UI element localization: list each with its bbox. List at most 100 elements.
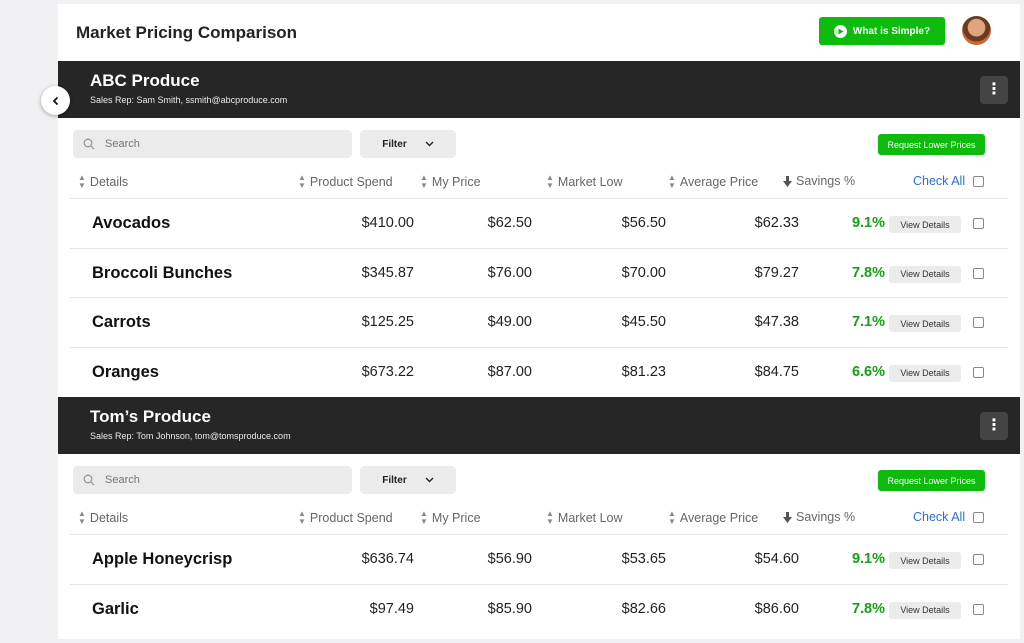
- row-checkbox[interactable]: [973, 218, 984, 229]
- product-spend-value: $125.25: [361, 314, 414, 330]
- sort-icon: ▲ ▼: [298, 173, 306, 190]
- product-name: Avocados: [92, 214, 171, 232]
- col-product-spend[interactable]: ▲ ▼ Product Spend: [298, 509, 393, 526]
- col-product-spend[interactable]: ▲ ▼ Product Spend: [298, 173, 393, 190]
- col-my-price[interactable]: ▲ ▼ My Price: [420, 173, 481, 190]
- sort-icon: ▲ ▼: [668, 173, 676, 190]
- savings-value: 7.8%: [851, 264, 885, 281]
- table-row: Avocados $410.00 $62.50 $56.50 $62.33 9.…: [70, 199, 1008, 249]
- savings-value: 6.6%: [851, 363, 885, 380]
- check-all-link[interactable]: Check All: [913, 174, 966, 188]
- my-price-value: $62.50: [487, 215, 532, 231]
- sort-down-icon: [783, 511, 792, 523]
- view-details-button[interactable]: View Details: [889, 552, 961, 569]
- savings-value: 7.1%: [851, 314, 885, 330]
- filter-dropdown[interactable]: Filter: [360, 466, 456, 494]
- market-low-value: $70.00: [621, 264, 666, 281]
- search-icon: [83, 474, 95, 486]
- market-low-value: $56.50: [621, 215, 666, 231]
- col-average-price[interactable]: ▲ ▼ Average Price: [668, 509, 759, 526]
- vendor-sales-rep: Sales Rep: Sam Smith, ssmith@abcproduce.…: [90, 95, 288, 105]
- app-frame: Market Pricing Comparison What is Simple…: [58, 4, 1020, 639]
- product-spend-value: $97.49: [369, 600, 414, 617]
- play-icon: [833, 24, 847, 38]
- view-details-button[interactable]: View Details: [889, 216, 961, 233]
- sort-icon: ▲ ▼: [420, 173, 428, 190]
- col-market-low[interactable]: ▲ ▼ Market Low: [546, 509, 623, 526]
- back-button[interactable]: [41, 86, 70, 115]
- chevron-down-icon: [425, 141, 434, 147]
- check-all-checkbox[interactable]: [973, 176, 984, 187]
- sort-icon: ▲ ▼: [546, 509, 554, 526]
- top-bar: Market Pricing Comparison What is Simple…: [58, 4, 1020, 61]
- check-all-link[interactable]: Check All: [913, 510, 966, 524]
- row-checkbox[interactable]: [973, 366, 984, 378]
- table-row: Apple Honeycrisp $636.74 $56.90 $53.65 $…: [70, 535, 1008, 585]
- product-spend-value: $636.74: [361, 551, 414, 567]
- request-lower-prices-button[interactable]: Request Lower Prices: [878, 134, 985, 155]
- col-my-price[interactable]: ▲ ▼ My Price: [420, 509, 481, 526]
- product-spend-value: $673.22: [361, 363, 414, 380]
- average-price-value: $79.27: [754, 264, 799, 281]
- view-details-button[interactable]: View Details: [889, 315, 961, 332]
- vendor-header: ABC Produce Sales Rep: Sam Smith, ssmith…: [58, 61, 1020, 118]
- product-spend-value: $345.87: [361, 264, 414, 281]
- average-price-value: $62.33: [754, 215, 799, 231]
- savings-value: 9.1%: [851, 215, 885, 231]
- more-options-button[interactable]: ⋮: [980, 412, 1008, 440]
- view-details-button[interactable]: View Details: [889, 265, 961, 283]
- sort-down-icon: [783, 175, 792, 187]
- filter-dropdown[interactable]: Filter: [360, 130, 456, 158]
- savings-value: 9.1%: [851, 551, 885, 567]
- table-row: Broccoli Bunches $345.87 $76.00 $70.00 $…: [70, 249, 1008, 298]
- chevron-left-icon: [52, 96, 58, 105]
- filter-label: Filter: [382, 474, 407, 486]
- my-price-value: $87.00: [487, 363, 532, 380]
- more-options-button[interactable]: ⋮: [980, 76, 1008, 104]
- what-is-simple-button[interactable]: What is Simple?: [819, 17, 945, 45]
- vendor-controls: Filter Request Lower Prices: [58, 118, 1020, 162]
- col-market-low[interactable]: ▲ ▼ Market Low: [546, 173, 623, 190]
- vendor-controls: Filter Request Lower Prices: [58, 454, 1020, 498]
- product-name: Garlic: [92, 599, 139, 618]
- what-is-simple-label: What is Simple?: [852, 25, 931, 37]
- col-average-price[interactable]: ▲ ▼ Average Price: [668, 173, 759, 190]
- average-price-value: $54.60: [754, 551, 799, 567]
- col-savings[interactable]: Savings %: [783, 510, 855, 524]
- request-lower-prices-button[interactable]: Request Lower Prices: [878, 470, 985, 491]
- vendor-section: ABC Produce Sales Rep: Sam Smith, ssmith…: [58, 61, 1020, 397]
- row-checkbox[interactable]: [973, 554, 984, 565]
- my-price-value: $85.90: [487, 600, 532, 617]
- product-name: Broccoli Bunches: [92, 263, 233, 282]
- market-low-value: $81.23: [621, 363, 666, 380]
- my-price-value: $76.00: [487, 264, 532, 281]
- average-price-value: $84.75: [754, 363, 799, 380]
- filter-label: Filter: [382, 138, 407, 150]
- savings-value: 7.8%: [851, 600, 885, 617]
- market-low-value: $82.66: [621, 600, 666, 617]
- check-all-checkbox[interactable]: [973, 512, 984, 523]
- average-price-value: $86.60: [754, 600, 799, 617]
- search-input[interactable]: [105, 474, 305, 486]
- view-details-button[interactable]: View Details: [889, 601, 961, 619]
- col-details[interactable]: ▲ ▼ Details: [78, 173, 129, 190]
- sort-icon: ▲ ▼: [78, 509, 86, 526]
- search-field[interactable]: [73, 466, 352, 494]
- row-checkbox[interactable]: [973, 317, 984, 328]
- sort-icon: ▲ ▼: [78, 173, 86, 190]
- vendor-sales-rep: Sales Rep: Tom Johnson, tom@tomsproduce.…: [90, 431, 291, 441]
- view-details-button[interactable]: View Details: [889, 364, 961, 382]
- row-checkbox[interactable]: [973, 267, 984, 279]
- table-row: Oranges $673.22 $87.00 $81.23 $84.75 6.6…: [70, 348, 1008, 398]
- col-savings[interactable]: Savings %: [783, 174, 855, 188]
- row-checkbox[interactable]: [973, 603, 984, 615]
- search-field[interactable]: [73, 130, 352, 158]
- col-details[interactable]: ▲ ▼ Details: [78, 509, 129, 526]
- search-input[interactable]: [105, 138, 305, 150]
- user-avatar[interactable]: [962, 16, 991, 45]
- sort-icon: ▲ ▼: [546, 173, 554, 190]
- sort-icon: ▲ ▼: [420, 509, 428, 526]
- table-header: ▲ ▼ Details ▲ ▼ Product Spend ▲ ▼ My Price ▲ ▼ M…: [70, 498, 1008, 535]
- sort-icon: ▲ ▼: [298, 509, 306, 526]
- average-price-value: $47.38: [754, 314, 799, 330]
